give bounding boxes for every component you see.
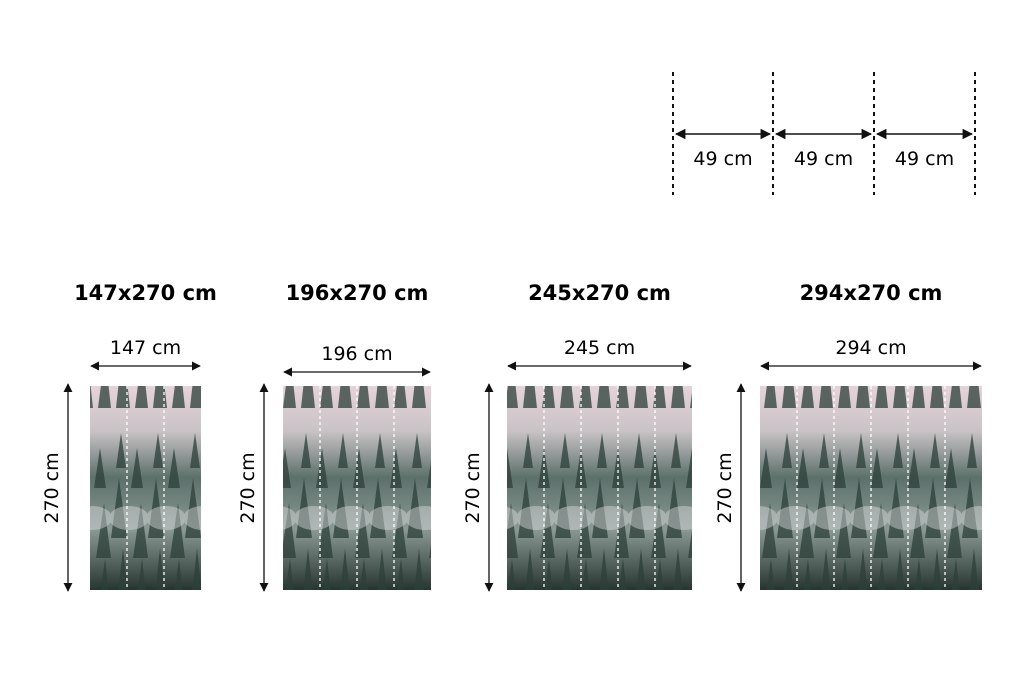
width-label: 196 cm <box>321 343 392 365</box>
height-label: 270 cm <box>714 452 736 523</box>
variant-title: 147x270 cm <box>74 281 217 305</box>
forest-trees <box>90 386 201 590</box>
size-variant-3[interactable]: 245x270 cm 245 cm 270 cm <box>462 281 692 592</box>
width-label: 245 cm <box>564 337 635 359</box>
forest-trees <box>507 386 692 590</box>
strip-width-label: 49 cm <box>794 148 853 170</box>
variant-title: 196x270 cm <box>286 281 429 305</box>
height-label: 270 cm <box>41 452 63 523</box>
width-label: 147 cm <box>110 337 181 359</box>
variant-title: 294x270 cm <box>800 281 943 305</box>
height-label: 270 cm <box>462 452 484 523</box>
strip-width-label: 49 cm <box>895 148 954 170</box>
height-label: 270 cm <box>237 452 259 523</box>
size-variant-1[interactable]: 147x270 cm 147 cm 270 cm <box>41 281 217 592</box>
strip-width-guide: 49 cm 49 cm 49 cm <box>672 72 976 195</box>
width-label: 294 cm <box>835 337 906 359</box>
variant-title: 245x270 cm <box>528 281 671 305</box>
strip-width-label: 49 cm <box>693 148 752 170</box>
size-variant-2[interactable]: 196x270 cm 196 cm 270 cm <box>237 281 431 592</box>
size-variant-4[interactable]: 294x270 cm 294 cm 270 cm <box>714 281 982 592</box>
